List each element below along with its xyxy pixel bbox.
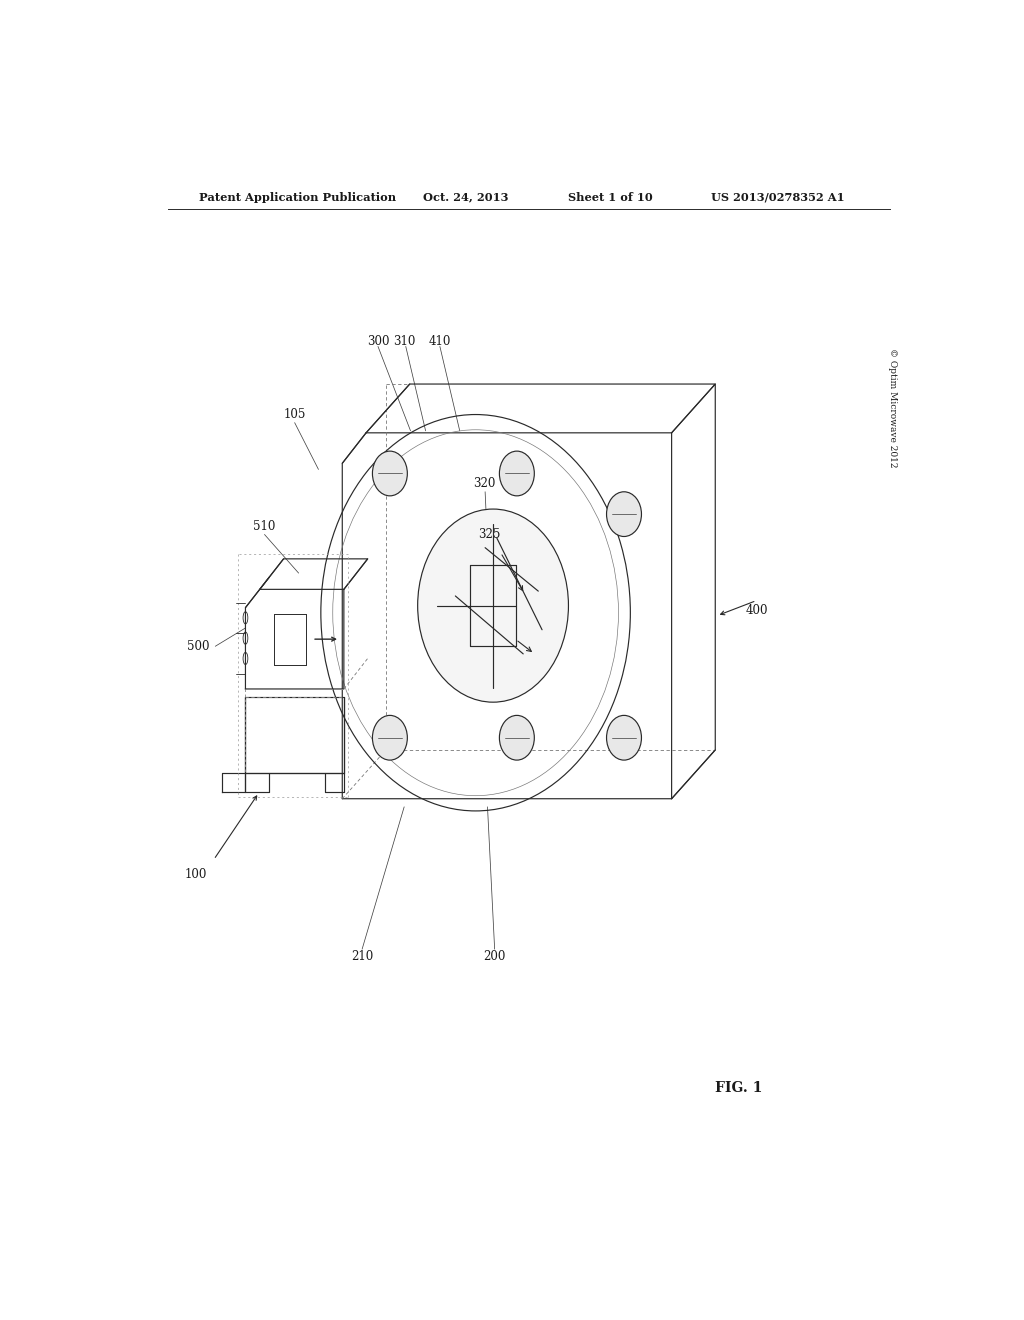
Text: 510: 510 [253, 520, 275, 533]
Text: 325: 325 [478, 528, 501, 541]
Text: 300: 300 [367, 335, 389, 348]
Circle shape [418, 510, 568, 702]
Text: Oct. 24, 2013: Oct. 24, 2013 [423, 191, 509, 202]
Text: Sheet 1 of 10: Sheet 1 of 10 [567, 191, 652, 202]
Text: 320: 320 [473, 477, 496, 490]
Circle shape [500, 715, 535, 760]
Text: 500: 500 [186, 640, 209, 653]
Text: © Optim Microwave 2012: © Optim Microwave 2012 [888, 347, 897, 467]
Text: FIG. 1: FIG. 1 [716, 1081, 763, 1096]
Circle shape [606, 715, 641, 760]
Circle shape [373, 715, 408, 760]
Circle shape [606, 492, 641, 536]
Circle shape [373, 451, 408, 496]
Text: 100: 100 [185, 869, 208, 882]
Text: 310: 310 [393, 335, 416, 348]
Text: 200: 200 [483, 950, 506, 962]
Text: US 2013/0278352 A1: US 2013/0278352 A1 [712, 191, 845, 202]
Text: 410: 410 [429, 335, 452, 348]
Text: 105: 105 [284, 408, 306, 421]
Text: 400: 400 [745, 605, 768, 618]
Text: 210: 210 [351, 950, 373, 962]
Circle shape [500, 451, 535, 496]
Text: Patent Application Publication: Patent Application Publication [200, 191, 396, 202]
